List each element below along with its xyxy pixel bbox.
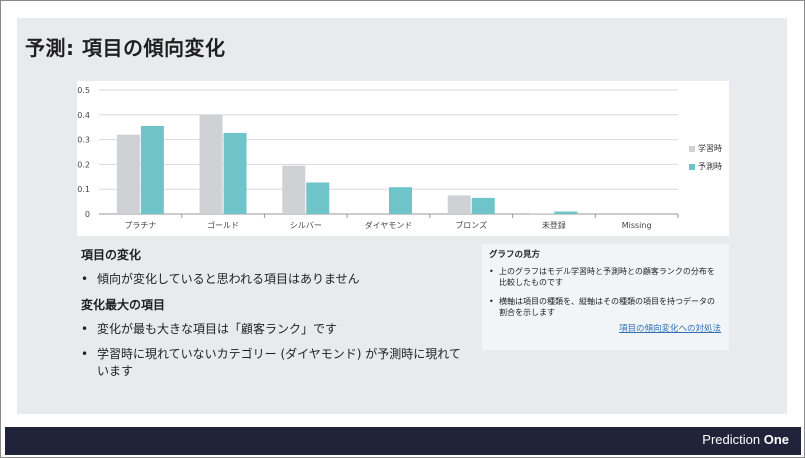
y-tick-label: 0.4 bbox=[77, 111, 90, 120]
help-title: グラフの見方 bbox=[489, 250, 541, 260]
legend-label-train: 学習時 bbox=[698, 144, 722, 153]
y-tick-label: 0 bbox=[85, 210, 90, 219]
trend-change-help-link[interactable]: 項目の傾向変化への対処法 bbox=[618, 324, 721, 334]
bullet-text: 学習時に現れていないカテゴリー (ダイヤモンド) が予測時に現れています bbox=[97, 347, 461, 378]
bullet-max-change-item: • 変化が最も大きな項目は「顧客ランク」です bbox=[81, 321, 471, 338]
x-tick-label: ダイヤモンド bbox=[365, 220, 413, 230]
x-tick-label: 未登録 bbox=[542, 220, 566, 230]
bullet-text: 変化が最も大きな項目は「顧客ランク」です bbox=[97, 322, 338, 336]
brand-logo: Prediction One bbox=[702, 432, 789, 447]
bar-train bbox=[116, 134, 140, 214]
graph-help-box: グラフの見方 • 上のグラフはモデル学習時と予測時との顧客ランクの分布を比較した… bbox=[482, 244, 729, 350]
brand-name-light: Prediction bbox=[702, 432, 764, 447]
bullet-dot: • bbox=[81, 322, 89, 336]
page-title: 予測: 項目の傾向変化 bbox=[25, 36, 226, 60]
bullet-dot: • bbox=[81, 272, 89, 286]
bullet-text: 傾向が変化していると思われる項目はありません bbox=[97, 272, 360, 286]
legend-swatch-train bbox=[689, 145, 695, 152]
bar-chart: 0 0.1 0.2 0.3 0.4 0.5 プラチナ ゴールド シルバー ダイヤモンド ブロンズ 未登… bbox=[77, 86, 679, 230]
bar-predict bbox=[471, 197, 495, 214]
heading-item-change: 項目の変化 bbox=[81, 248, 142, 262]
bar-train bbox=[447, 195, 471, 214]
bullet-dot: • bbox=[489, 297, 494, 306]
x-tick-label: ゴールド bbox=[207, 220, 239, 230]
bar-predict bbox=[389, 187, 412, 214]
y-tick-label: 0.1 bbox=[77, 185, 90, 194]
bar-predict bbox=[554, 211, 578, 214]
chart-panel: 0 0.1 0.2 0.3 0.4 0.5 プラチナ ゴールド シルバー ダイヤモンド ブロンズ 未登… bbox=[77, 81, 729, 236]
brand-name-bold: One bbox=[763, 432, 789, 447]
legend-item-predict: 予測時 bbox=[689, 161, 722, 172]
help-list: • 上のグラフはモデル学習時と予測時との顧客ランクの分布を比較したものです • … bbox=[489, 266, 721, 326]
bar-predict bbox=[306, 182, 330, 214]
bar-predict bbox=[223, 132, 247, 214]
help-item: • 横軸は項目の種類を、縦軸はその種類の項目を持つデータの割合を示します bbox=[489, 296, 721, 318]
bullet-new-category: • 学習時に現れていないカテゴリー (ダイヤモンド) が予測時に現れています bbox=[81, 346, 471, 380]
help-item: • 上のグラフはモデル学習時と予測時との顧客ランクの分布を比較したものです bbox=[489, 266, 721, 288]
chart-legend: 学習時 予測時 bbox=[689, 143, 722, 179]
legend-label-predict: 予測時 bbox=[698, 162, 722, 171]
y-tick-label: 0.2 bbox=[77, 160, 90, 169]
bullet-dot: • bbox=[81, 347, 89, 361]
x-tick-label: シルバー bbox=[290, 221, 322, 230]
bullet-no-trend-change: • 傾向が変化していると思われる項目はありません bbox=[81, 271, 471, 288]
bar-predict bbox=[140, 125, 164, 214]
bar-train bbox=[530, 213, 554, 214]
help-item-text: 横軸は項目の種類を、縦軸はその種類の項目を持つデータの割合を示します bbox=[499, 297, 715, 317]
bullet-dot: • bbox=[489, 267, 494, 276]
legend-item-train: 学習時 bbox=[689, 143, 722, 154]
x-tick-label: Missing bbox=[622, 221, 652, 230]
bar-train bbox=[199, 114, 223, 214]
summary-section: 項目の変化 • 傾向が変化していると思われる項目はありません 変化最大の項目 •… bbox=[81, 246, 471, 388]
y-tick-label: 0.5 bbox=[77, 86, 90, 95]
heading-max-change: 変化最大の項目 bbox=[81, 298, 166, 312]
bar-train bbox=[282, 165, 306, 214]
help-item-text: 上のグラフはモデル学習時と予測時との顧客ランクの分布を比較したものです bbox=[499, 267, 715, 287]
x-tick-label: ブロンズ bbox=[455, 220, 487, 230]
y-tick-label: 0.3 bbox=[77, 136, 90, 145]
footer-bar: Prediction One bbox=[5, 427, 801, 455]
legend-swatch-predict bbox=[689, 163, 695, 170]
x-tick-label: プラチナ bbox=[124, 221, 156, 230]
